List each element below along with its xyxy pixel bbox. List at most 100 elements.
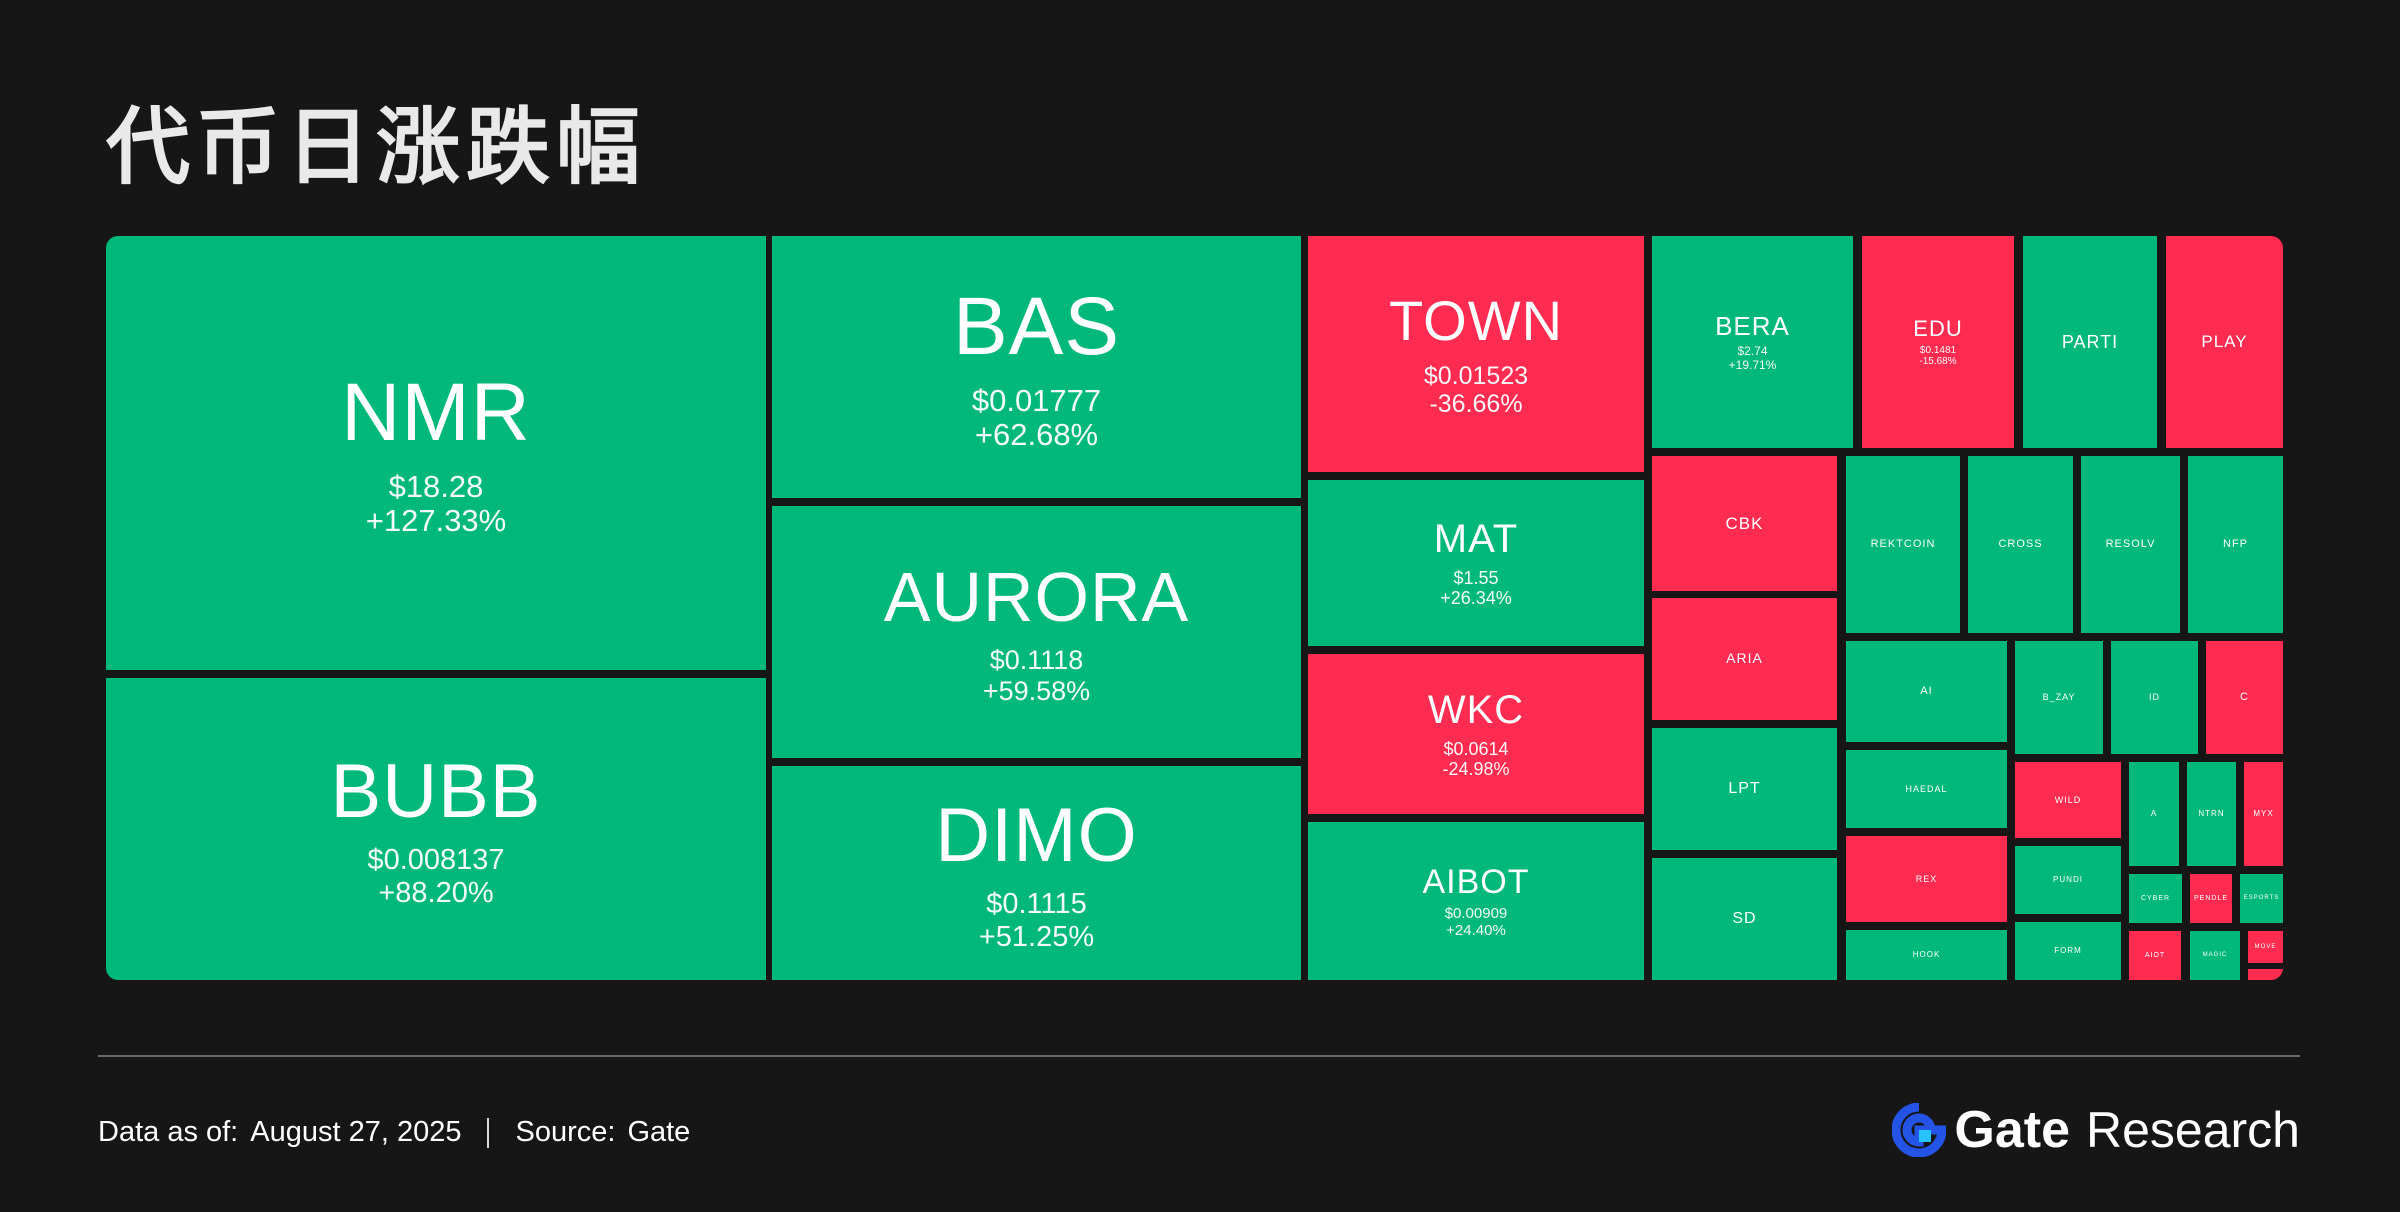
tile-change: +59.58% [982, 675, 1091, 706]
tile-esports: ESPORTS [2240, 874, 2283, 923]
tile-change: +62.68% [974, 417, 1099, 453]
tile-change: -15.68% [1919, 356, 1957, 368]
tile-symbol: MAT [1433, 517, 1519, 562]
chart-title: 代币日涨跌幅 [106, 98, 647, 196]
tile-symbol: MYX [2253, 808, 2274, 818]
tile-symbol: DIMO [935, 792, 1138, 878]
tile-symbol: LPT [1728, 780, 1761, 798]
data-date-value: August 27, 2025 [250, 1116, 462, 1148]
tile-symbol: PUNDI [2053, 874, 2083, 884]
tile-symbol: CROSS [1998, 538, 2043, 551]
tile-symbol: EDU [1913, 315, 1963, 341]
tile-aurora: AURORA $0.1118 +59.58% [772, 506, 1301, 758]
brand-name: Gate [1954, 1101, 2070, 1159]
tile-symbol: AURORA [883, 558, 1190, 637]
tile-symbol: FORM [2054, 945, 2082, 955]
tile-sd: SD [1652, 858, 1837, 980]
tile-change: +127.33% [365, 503, 507, 539]
tile-symbol: ID [2149, 692, 2160, 703]
tile-resolv: RESOLV [2081, 456, 2180, 633]
tile-lpt: LPT [1652, 728, 1837, 850]
tile-myx: MYX [2244, 762, 2283, 866]
tile-price: $0.01777 [971, 382, 1102, 418]
tile-symbol: NMR [341, 366, 531, 458]
tile-change: +51.25% [978, 920, 1095, 953]
tile-price: $0.01523 [1423, 361, 1529, 390]
tile-symbol: WILD [2054, 794, 2082, 805]
tile-symbol: AIOT [2144, 951, 2166, 959]
tile-price: $0.00909 [1444, 904, 1508, 922]
tile-symbol: HOOK [1912, 949, 1941, 959]
tile-aiot: AIOT [2129, 931, 2181, 980]
tile-symbol: HAEDAL [1905, 783, 1948, 794]
tile-symbol: PENDLE [2193, 894, 2228, 902]
tile-symbol: TOWN [1388, 289, 1564, 353]
tile-symbol: BAS [952, 280, 1121, 372]
tile-aibot: AIBOT $0.00909 +24.40% [1308, 822, 1644, 980]
tile-symbol: CBK [1725, 513, 1764, 533]
tile-cbk: CBK [1652, 456, 1837, 591]
tile-move: MOVE [2248, 931, 2283, 963]
gate-research-logo: Gate Research [1892, 1100, 2300, 1160]
gate-logo-icon [1892, 1103, 1947, 1157]
tile-change: +19.71% [1728, 357, 1777, 372]
tile-b-zay: B_ZAY [2015, 641, 2103, 754]
tile-symbol: C [2240, 691, 2249, 704]
tile-rektcoin: REKTCOIN [1846, 456, 1960, 633]
tile-nfp: NFP [2188, 456, 2283, 633]
tile-symbol: REKTCOIN [1870, 538, 1936, 551]
tile-symbol: AIBOT [1422, 862, 1530, 901]
tile-symbol: MOVE [2254, 943, 2277, 950]
tile-symbol: WKC [1427, 688, 1525, 733]
tile-change: +88.20% [378, 876, 494, 909]
tile-symbol: A [2150, 808, 2158, 818]
tile-bera: BERA $2.74 +19.71% [1652, 236, 1853, 448]
tile-symbol: ESPORTS [2243, 895, 2280, 902]
tile-pendle: PENDLE [2190, 874, 2232, 923]
tile-wkc: WKC $0.0614 -24.98% [1308, 654, 1644, 814]
tile-wild: WILD [2015, 762, 2121, 838]
tile-price: $1.55 [1453, 568, 1499, 589]
tile-ntrn: NTRN [2187, 762, 2236, 866]
tile-symbol: AI [1920, 685, 1933, 698]
tile-parti: PARTI [2023, 236, 2157, 448]
tile-cyber: CYBER [2129, 874, 2182, 923]
tile-aria: ARIA [1652, 598, 1837, 720]
source-value: Gate [627, 1116, 691, 1148]
tile-unlabeled [2248, 969, 2283, 980]
tile-symbol: MAGIC [2202, 952, 2228, 959]
tile-bas: BAS $0.01777 +62.68% [772, 236, 1301, 498]
data-date-label: Data as of: [98, 1116, 239, 1148]
tile-symbol: REX [1915, 873, 1938, 884]
tile-change: -24.98% [1442, 759, 1510, 780]
tile-symbol: PARTI [2061, 331, 2119, 352]
footer-separator [487, 1117, 490, 1148]
tile-c: C [2206, 641, 2283, 754]
token-treemap: NMR $18.28 +127.33% BUBB $0.008137 +88.20% BAS… [106, 236, 2283, 980]
tile-pundi: PUNDI [2015, 846, 2121, 914]
tile-bubb: BUBB $0.008137 +88.20% [106, 678, 766, 980]
tile-hook: HOOK [1846, 930, 2007, 980]
tile-cross: CROSS [1968, 456, 2073, 633]
footer-info: Data as of: August 27, 2025 Source: Gate [98, 1116, 690, 1149]
tile-mat: MAT $1.55 +26.34% [1308, 480, 1644, 646]
tile-symbol: BERA [1715, 311, 1790, 341]
tile-symbol: B_ZAY [2042, 692, 2076, 703]
tile-play: PLAY [2166, 236, 2283, 448]
tile-dimo: DIMO $0.1115 +51.25% [772, 766, 1301, 980]
tile-change: +24.40% [1446, 921, 1506, 939]
tile-symbol: RESOLV [2105, 538, 2156, 551]
tile-symbol: BUBB [330, 748, 542, 834]
brand-suffix: Research [2086, 1102, 2300, 1158]
tile-rex: REX [1846, 836, 2007, 922]
tile-symbol: NTRN [2198, 808, 2225, 818]
tile-ai: AI [1846, 641, 2007, 742]
tile-symbol: NFP [2223, 538, 2248, 551]
tile-haedal: HAEDAL [1846, 750, 2007, 828]
tile-symbol: CYBER [2140, 894, 2171, 902]
footer-divider [98, 1055, 2300, 1057]
tile-price: $0.1481 [1919, 345, 1957, 357]
tile-price: $0.0614 [1443, 739, 1509, 760]
tile-magic: MAGIC [2190, 931, 2240, 980]
tile-price: $18.28 [388, 468, 484, 504]
